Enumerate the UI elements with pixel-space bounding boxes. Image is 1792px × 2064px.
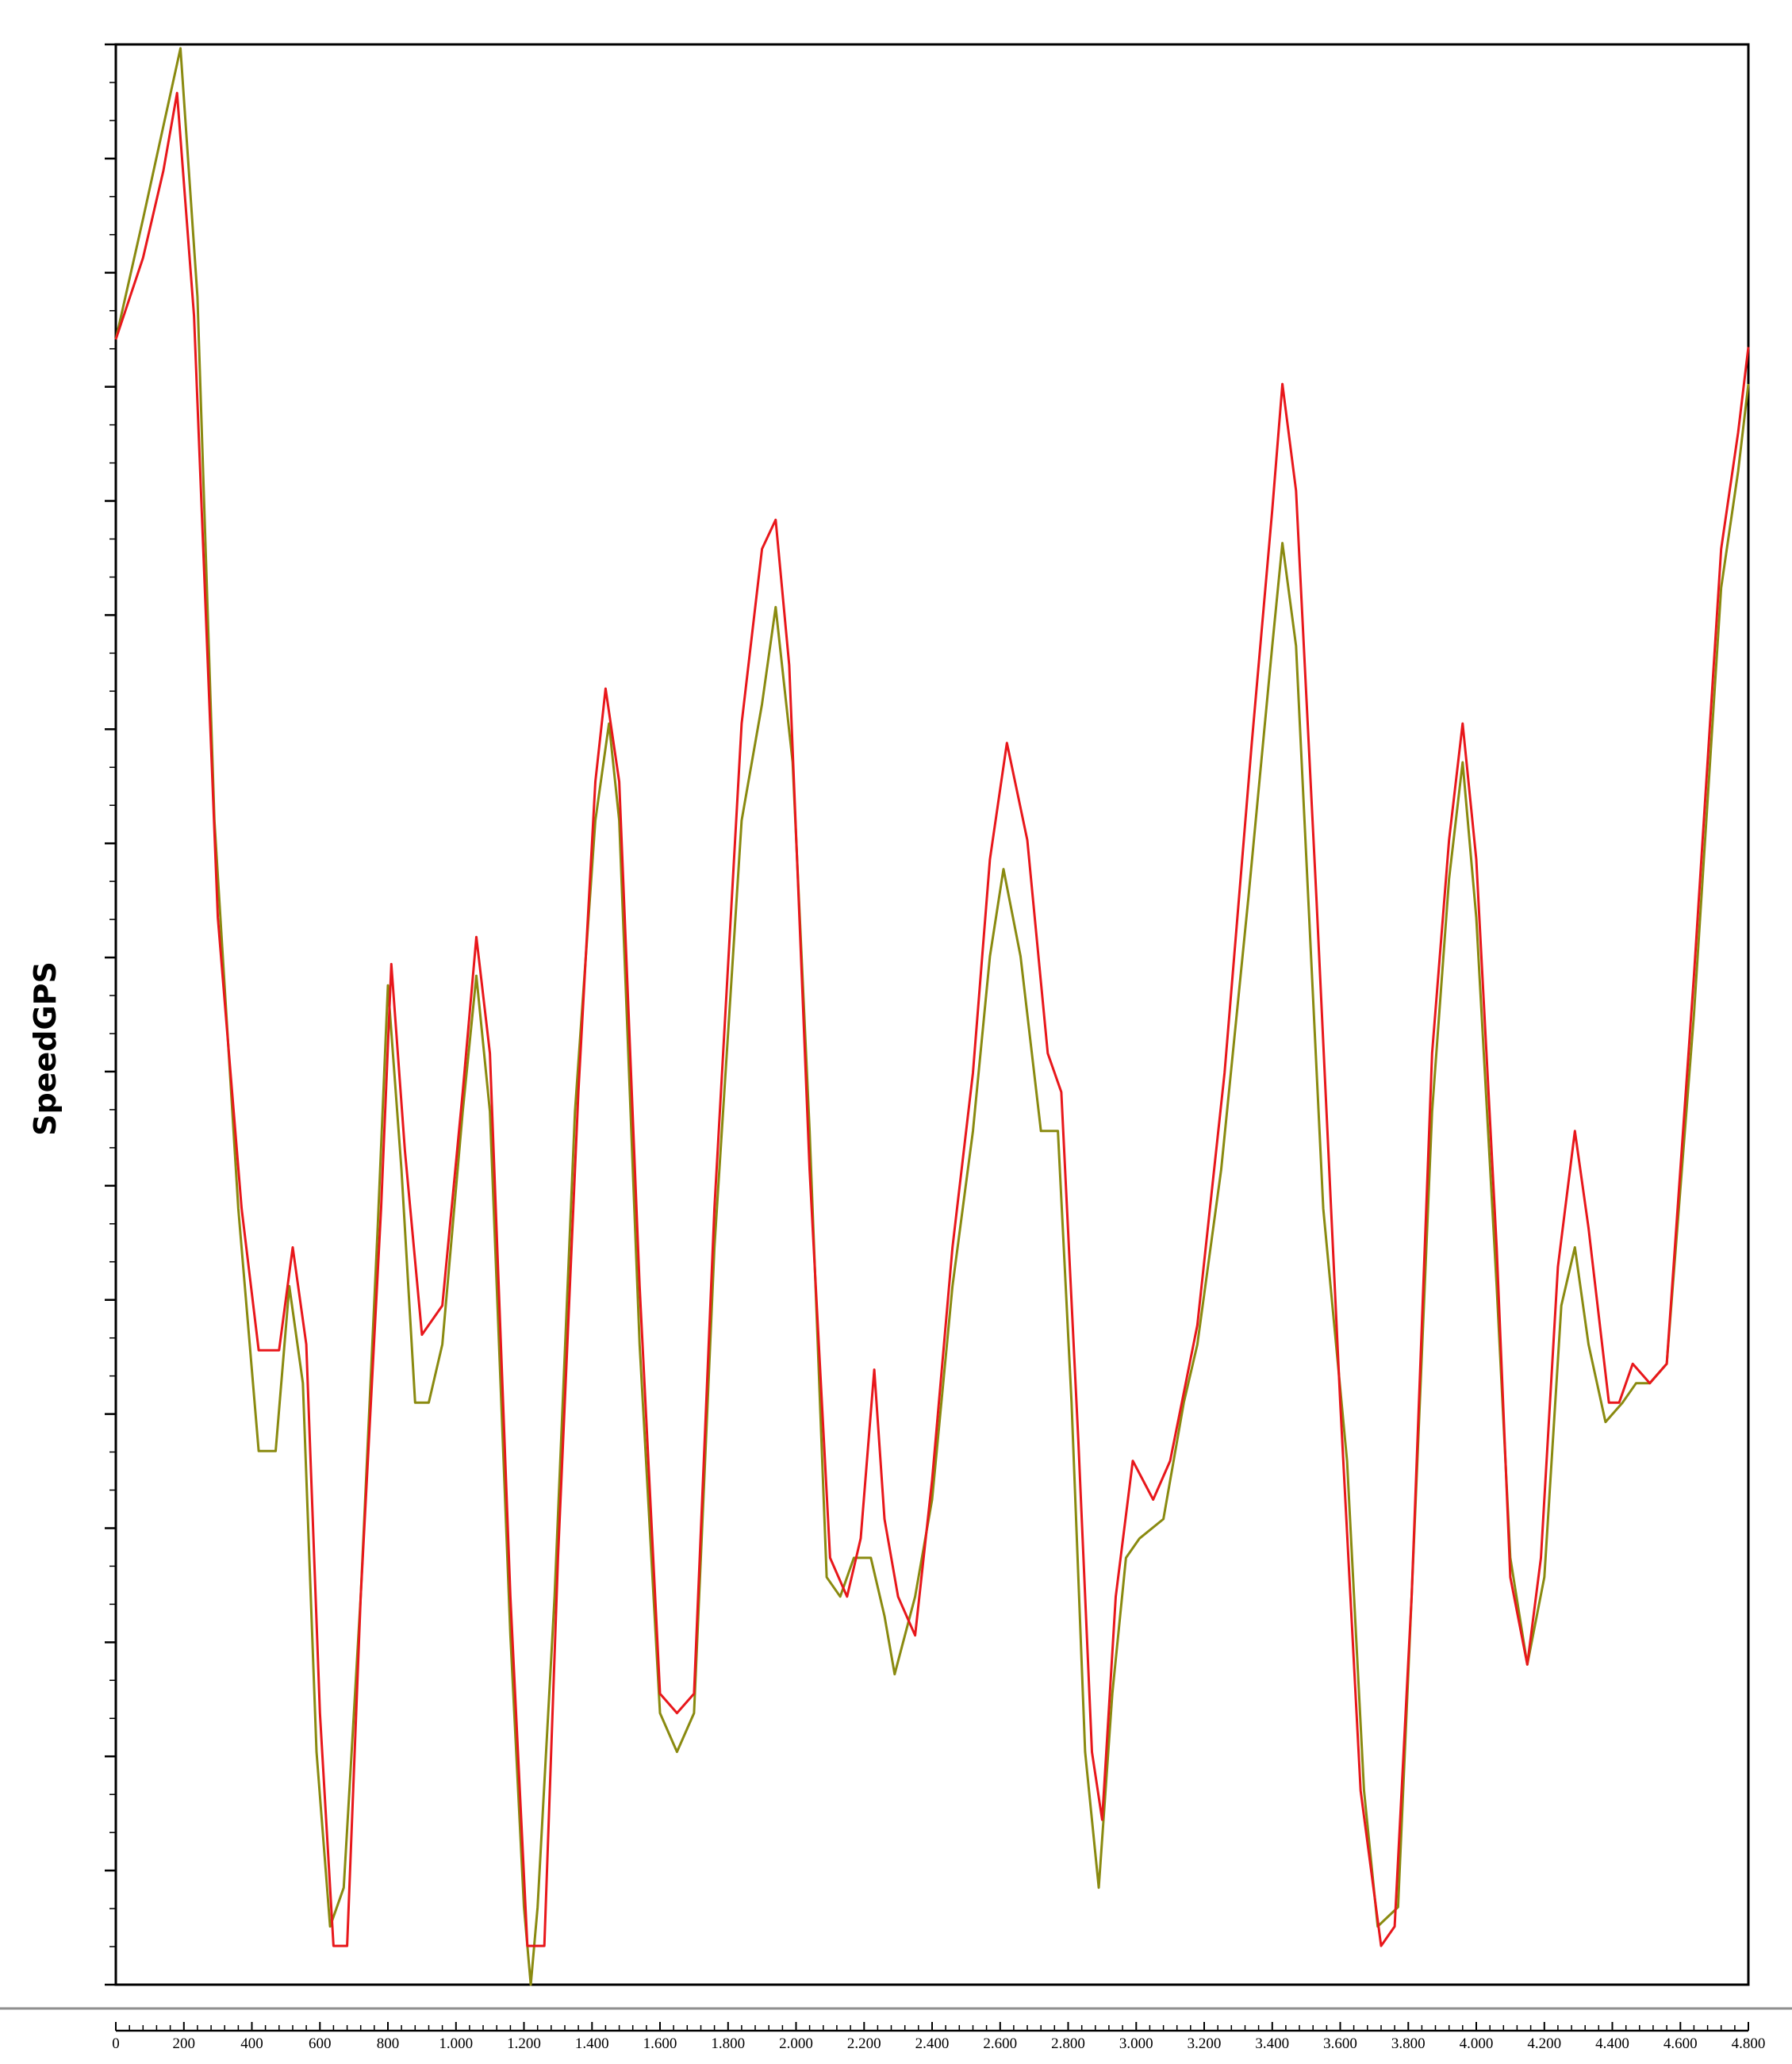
x-tick-label: 3.600 (1323, 2035, 1357, 2052)
series-layer (114, 47, 1750, 1986)
x-tick-label: 3.400 (1255, 2035, 1289, 2052)
x-tick-label: 3.200 (1188, 2035, 1222, 2052)
x-tick-label: 4.800 (1732, 2035, 1766, 2052)
x-tick-label: 1.400 (575, 2035, 609, 2052)
series-line-1 (114, 91, 1750, 1947)
x-tick-label: 1.200 (507, 2035, 541, 2052)
x-tick-label: 200 (173, 2035, 196, 2052)
x-tick-label: 4.000 (1460, 2035, 1494, 2052)
x-tick-label: 800 (377, 2035, 400, 2052)
x-tick-label: 2.600 (983, 2035, 1017, 2052)
x-tick-label: 2.400 (915, 2035, 950, 2052)
x-tick-label: 1.000 (439, 2035, 473, 2052)
x-tick-label: 600 (309, 2035, 332, 2052)
x-tick-label: 4.600 (1663, 2035, 1698, 2052)
x-tick-label: 400 (240, 2035, 263, 2052)
x-tick-label: 2.000 (779, 2035, 813, 2052)
plot-frame (114, 43, 1750, 1986)
x-tick-label: 3.000 (1119, 2035, 1153, 2052)
y-axis-label: SpeedGPS (28, 961, 63, 1136)
x-ticks: 0 200 400 600 800 1.000 1.200 1.400 1.600 1.800 2.… (112, 2022, 1765, 2052)
x-tick-label: 0 (112, 2035, 120, 2052)
x-tick-label: 2.200 (847, 2035, 881, 2052)
y-ticks (105, 43, 116, 1986)
x-tick-label: 4.200 (1527, 2035, 1561, 2052)
x-tick-label: 4.400 (1595, 2035, 1629, 2052)
x-tick-label: 1.600 (643, 2035, 677, 2052)
x-tick-label: 2.800 (1051, 2035, 1085, 2052)
x-tick-label: 3.800 (1391, 2035, 1426, 2052)
x-tick-label: 1.800 (711, 2035, 745, 2052)
